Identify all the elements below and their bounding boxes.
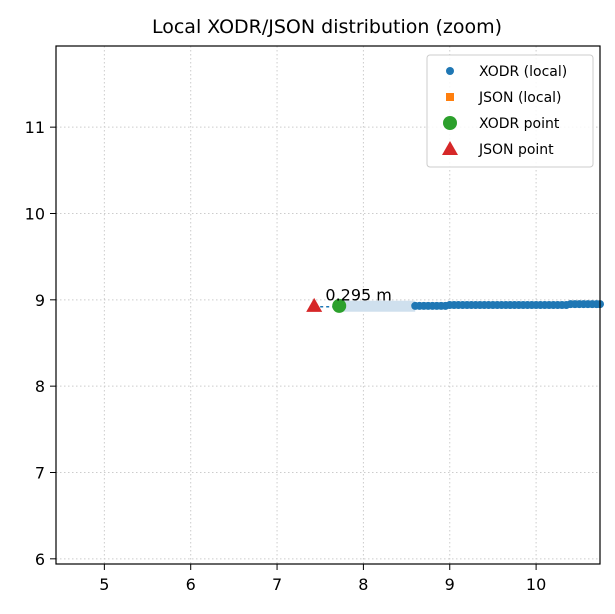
legend-swatch-json-point [442, 141, 458, 155]
legend-label: JSON point [478, 142, 554, 158]
distance-band [339, 300, 416, 312]
x-tick-label: 5 [99, 575, 109, 594]
y-tick-label: 8 [35, 377, 45, 396]
y-tick-label: 9 [35, 291, 45, 310]
y-tick-label: 6 [35, 550, 45, 569]
x-tick-label: 7 [272, 575, 282, 594]
legend-swatch-xodr-local [446, 67, 454, 75]
legend-label: JSON (local) [478, 90, 562, 106]
legend-box [426, 54, 594, 168]
series-layer [306, 297, 604, 313]
y-tick-label: 10 [25, 204, 45, 223]
legend: XODR (local) JSON (local) XODR point JSON p… [426, 54, 594, 168]
legend-label: XODR point [479, 116, 560, 132]
y-tick-label: 7 [35, 463, 45, 482]
x-tick-label: 6 [186, 575, 196, 594]
legend-swatch-json-local [446, 93, 454, 101]
chart-title: Local XODR/JSON distribution (zoom) [152, 16, 502, 38]
legend-swatch-xodr-point [443, 116, 457, 130]
plot-frame [55, 45, 601, 565]
distance-annotation: 0.295 m [325, 286, 391, 305]
x-tick-label: 9 [445, 575, 455, 594]
annotation-layer: 0.295 m [325, 286, 391, 305]
axis-ticks: 5 6 7 8 9 10 6 7 8 9 10 11 [25, 118, 547, 594]
json-point-marker [306, 297, 323, 312]
xodr-point-marker [332, 298, 347, 313]
legend-label: XODR (local) [479, 64, 567, 80]
x-tick-label: 10 [526, 575, 546, 594]
x-tick-label: 8 [358, 575, 368, 594]
y-tick-label: 11 [25, 118, 45, 137]
